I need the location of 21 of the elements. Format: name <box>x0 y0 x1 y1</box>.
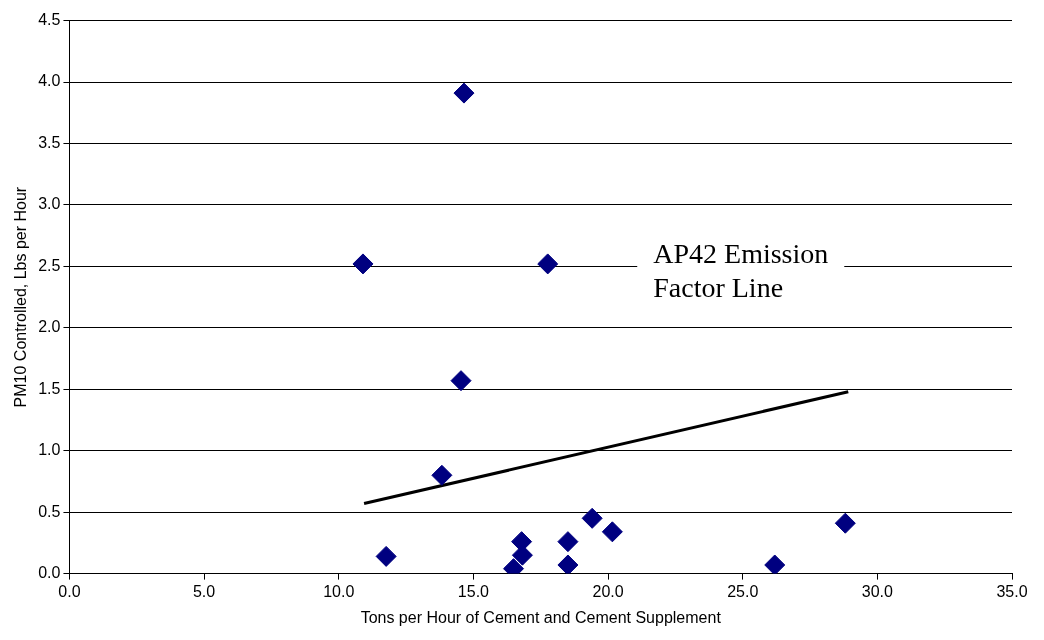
x-tick-label: 30.0 <box>861 582 894 600</box>
y-tick-label: 4.5 <box>38 11 61 29</box>
y-tick-label: 3.5 <box>38 133 61 151</box>
y-tick-label: 1.0 <box>38 441 61 459</box>
y-tick-label: 2.5 <box>38 256 61 274</box>
y-tick-label: 2.0 <box>38 318 61 336</box>
text: AP42 Emission Factor Line <box>653 238 829 304</box>
x-tick-label: 0.0 <box>58 582 81 600</box>
x-tick-label: 35.0 <box>996 582 1028 600</box>
x-tick-label: 20.0 <box>592 582 624 600</box>
y-tick-label: 3.0 <box>38 195 61 213</box>
x-axis-title: Tons per Hour of Cement and Cement Supplement <box>360 608 722 626</box>
x-tick-label: 15.0 <box>457 582 490 600</box>
y-tick-label: 4.0 <box>38 72 61 90</box>
x-tick-label: 25.0 <box>727 582 759 600</box>
y-tick-label: 0.5 <box>38 502 61 520</box>
x-tick-label: 5.0 <box>192 582 216 600</box>
y-axis-title: PM10 Controlled, Lbs per Hour <box>12 186 30 408</box>
y-tick-label: 1.5 <box>38 379 61 397</box>
y-tick-label: 0.0 <box>38 564 61 582</box>
x-tick-label: 10.0 <box>323 582 355 600</box>
